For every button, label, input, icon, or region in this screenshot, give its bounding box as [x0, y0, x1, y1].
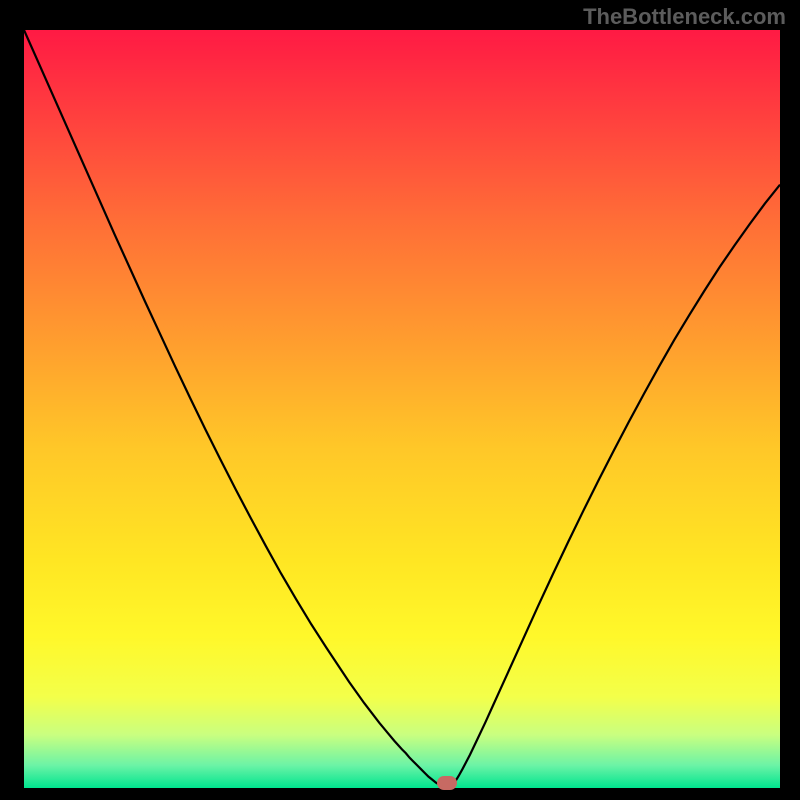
- bottleneck-curve: [24, 30, 780, 788]
- chart-plot-area: [24, 30, 780, 788]
- watermark-text: TheBottleneck.com: [583, 4, 786, 30]
- minimum-marker: [437, 776, 457, 790]
